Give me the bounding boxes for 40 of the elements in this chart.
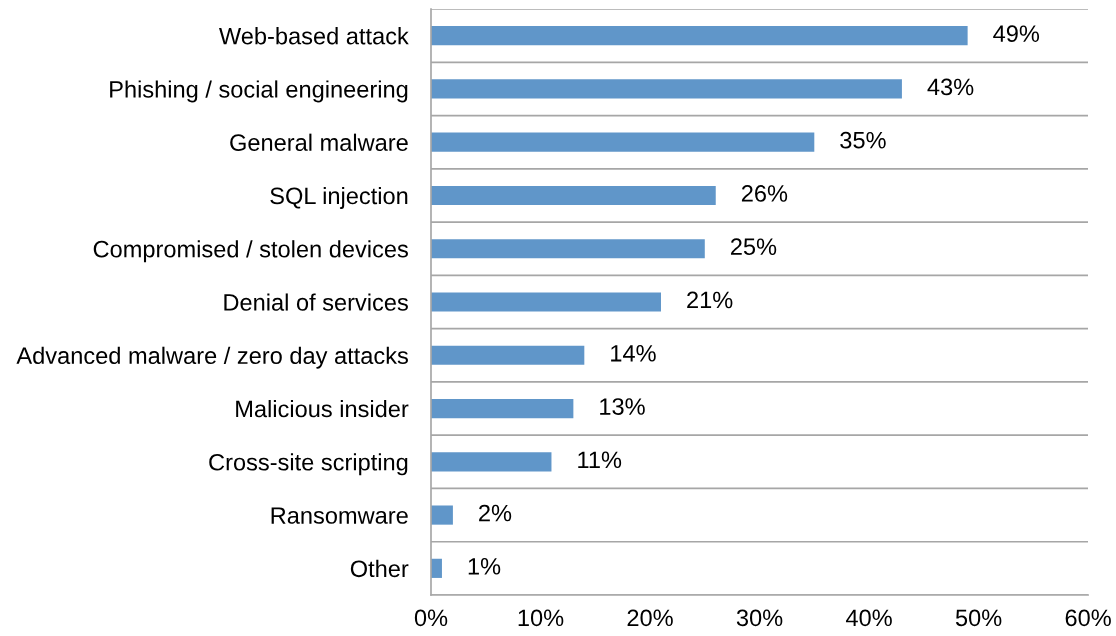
x-tick-label: 0%	[414, 609, 448, 627]
bar	[431, 26, 968, 46]
bar	[431, 132, 815, 152]
y-tick-label: Malicious insider	[236, 399, 409, 418]
data-label: 26%	[741, 185, 788, 202]
y-tick-label: Ransomware	[271, 507, 408, 524]
y-tick-label: SQL injection	[270, 186, 408, 209]
y-tick-label: Other	[350, 559, 409, 578]
bar	[431, 558, 442, 578]
y-tick-label: Compromised / stolen devices	[93, 240, 408, 263]
data-label: 14%	[611, 344, 656, 362]
data-label: 43%	[927, 78, 974, 96]
bar	[431, 239, 705, 259]
data-label: 1%	[468, 558, 501, 575]
bar	[431, 79, 902, 99]
data-label: 21%	[687, 291, 733, 309]
x-tick-label: 50%	[955, 609, 1002, 627]
y-tick-label: Cross-site scripting	[209, 453, 408, 476]
x-tick-label: 30%	[736, 609, 783, 627]
data-label: 11%	[578, 451, 622, 469]
y-tick-label: General malware	[230, 133, 408, 151]
data-label: 49%	[993, 25, 1040, 42]
bar	[431, 185, 716, 206]
y-tick-label: Phishing / social engineering	[110, 80, 408, 103]
x-tick-label: 60%	[1065, 609, 1111, 627]
data-label: 35%	[840, 131, 886, 149]
bar	[431, 398, 574, 419]
data-label: 13%	[600, 398, 645, 415]
x-tick-label: 40%	[845, 609, 892, 627]
y-tick-label: Advanced malware / zero day attacks	[16, 346, 408, 369]
x-tick-label: 10%	[518, 609, 564, 627]
data-label: 25%	[730, 238, 777, 256]
y-tick-label: Denial of services	[224, 293, 408, 311]
bar	[431, 292, 661, 312]
bar	[431, 452, 552, 472]
data-label: 2%	[479, 504, 512, 522]
x-tick-label: 20%	[627, 609, 673, 627]
y-tick-label: Web-based attack	[219, 27, 409, 45]
bar	[431, 505, 453, 525]
bar	[431, 345, 585, 365]
